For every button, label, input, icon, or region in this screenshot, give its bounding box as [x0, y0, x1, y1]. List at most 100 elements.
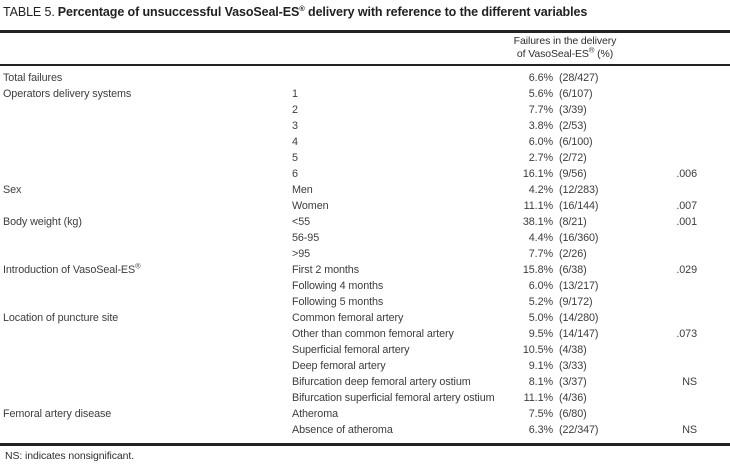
- value-pct-cell: 7.5%: [528, 408, 553, 420]
- value-frac-cell: (6/38): [559, 264, 587, 276]
- value-frac-cell: (3/37): [559, 376, 587, 388]
- pvalue-cell: [645, 246, 697, 262]
- variable-cell: Location of puncture site: [3, 312, 119, 324]
- pvalue-cell: [645, 278, 697, 294]
- value-pct-cell: 2.7%: [528, 152, 553, 164]
- category-cell: Common femoral artery: [292, 312, 404, 324]
- category-cell: Superficial femoral artery: [292, 344, 410, 356]
- table-row: Sex Men 4.2% (12/283): [0, 182, 730, 198]
- variable-cell: [0, 422, 292, 438]
- value-frac-cell: (8/21): [559, 216, 587, 228]
- category-cell: Bifurcation superficial femoral artery o…: [292, 392, 495, 404]
- variable-cell: [0, 374, 292, 390]
- variable-cell: [0, 342, 292, 358]
- value-pct-cell: 4.4%: [528, 232, 553, 244]
- variable-cell: [0, 358, 292, 374]
- category-cell: Bifurcation deep femoral artery ostium: [292, 376, 471, 388]
- table-row: Following 4 months 6.0% (13/217): [0, 278, 730, 294]
- pvalue-cell: [645, 150, 697, 166]
- variable-cell: [0, 198, 292, 214]
- pvalue-cell: [645, 310, 697, 326]
- value-frac-cell: (13/217): [559, 280, 599, 292]
- category-cell: 4: [292, 136, 298, 148]
- pvalue-cell: .073: [676, 328, 697, 340]
- value-pct-cell: 5.2%: [528, 296, 553, 308]
- pvalue-cell: NS: [682, 424, 697, 436]
- value-pct-cell: 6.6%: [528, 72, 553, 84]
- value-frac-cell: (6/107): [559, 88, 593, 100]
- value-frac-cell: (6/100): [559, 136, 593, 148]
- value-pct-cell: 4.2%: [528, 184, 553, 196]
- value-frac-cell: (9/172): [559, 296, 593, 308]
- variable-cell: [0, 230, 292, 246]
- value-frac-cell: (12/283): [559, 184, 599, 196]
- category-cell: Other than common femoral artery: [292, 328, 454, 340]
- category-cell: 56-95: [292, 232, 320, 244]
- table-row: Superficial femoral artery 10.5% (4/38): [0, 342, 730, 358]
- table-row: 4 6.0% (6/100): [0, 134, 730, 150]
- variable-cell: [0, 246, 292, 262]
- pvalue-cell: [645, 134, 697, 150]
- value-frac-cell: (4/38): [559, 344, 587, 356]
- variable-cell: Introduction of VasoSeal-ES®: [3, 261, 141, 276]
- pvalue-cell: [645, 118, 697, 134]
- table-row: 5 2.7% (2/72): [0, 150, 730, 166]
- table-row: Total failures 6.6% (28/427): [0, 70, 730, 86]
- table-row: Absence of atheroma 6.3% (22/347) NS: [0, 422, 730, 438]
- category-cell: Following 4 months: [292, 280, 384, 292]
- bottom-rule: [0, 443, 730, 446]
- category-cell: Men: [292, 184, 313, 196]
- variable-cell: [0, 118, 292, 134]
- value-pct-cell: 6.0%: [528, 280, 553, 292]
- pvalue-cell: [645, 102, 697, 118]
- category-cell: 1: [292, 88, 298, 100]
- category-cell: Deep femoral artery: [292, 360, 386, 372]
- value-pct-cell: 15.8%: [522, 264, 553, 276]
- value-pct-cell: 16.1%: [522, 168, 553, 180]
- pvalue-cell: .006: [676, 168, 697, 180]
- category-cell: >95: [292, 248, 311, 260]
- registered-trademark-icon: ®: [588, 45, 595, 55]
- value-frac-cell: (16/360): [559, 232, 599, 244]
- table-body: Total failures 6.6% (28/427) Operators deli…: [0, 70, 730, 438]
- variable-cell: [0, 150, 292, 166]
- category-cell: 6: [292, 168, 298, 180]
- table-row: Other than common femoral artery 9.5% (14/…: [0, 326, 730, 342]
- value-frac-cell: (16/144): [559, 200, 599, 212]
- variable-cell: [0, 134, 292, 150]
- value-pct-cell: 5.6%: [528, 88, 553, 100]
- value-frac-cell: (2/53): [559, 120, 587, 132]
- pvalue-cell: [645, 70, 697, 86]
- table-row: 2 7.7% (3/39): [0, 102, 730, 118]
- pvalue-cell: [645, 390, 697, 406]
- table-row: Body weight (kg) <55 38.1% (8/21) .001: [0, 214, 730, 230]
- pvalue-cell: [645, 358, 697, 374]
- value-frac-cell: (6/80): [559, 408, 587, 420]
- category-cell: [292, 70, 510, 86]
- value-frac-cell: (14/147): [559, 328, 599, 340]
- value-pct-cell: 10.5%: [522, 344, 553, 356]
- table-title: TABLE 5. Percentage of unsuccessful VasoS…: [3, 5, 587, 19]
- value-frac-cell: (22/347): [559, 424, 599, 436]
- value-column-header-line2: of VasoSeal-ES® (%): [516, 45, 614, 60]
- value-pct-cell: 11.1%: [523, 200, 553, 212]
- pvalue-cell: .029: [676, 264, 697, 276]
- variable-cell: [0, 326, 292, 342]
- value-frac-cell: (14/280): [559, 312, 599, 324]
- category-cell: Following 5 months: [292, 296, 384, 308]
- value-pct-cell: 6.0%: [528, 136, 553, 148]
- category-cell: <55: [292, 216, 311, 228]
- table-row: Bifurcation deep femoral artery ostium 8.…: [0, 374, 730, 390]
- value-pct-cell: 11.1%: [523, 392, 553, 404]
- table-row: Women 11.1% (16/144) .007: [0, 198, 730, 214]
- table-row: Location of puncture site Common femoral …: [0, 310, 730, 326]
- value-pct-cell: 38.1%: [522, 216, 553, 228]
- value-pct-cell: 7.7%: [528, 104, 553, 116]
- value-pct-cell: 9.1%: [528, 360, 553, 372]
- value-frac-cell: (3/33): [559, 360, 587, 372]
- pvalue-cell: [645, 342, 697, 358]
- pvalue-cell: [645, 86, 697, 102]
- header-rule: [0, 64, 730, 66]
- table-row: Bifurcation superficial femoral artery o…: [0, 390, 730, 406]
- variable-cell: Sex: [3, 184, 22, 196]
